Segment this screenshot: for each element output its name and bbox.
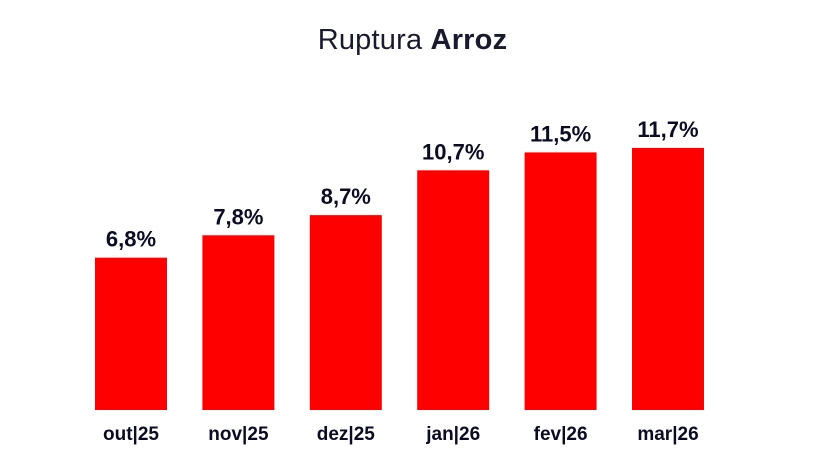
chart-title: Ruptura Arroz bbox=[0, 24, 825, 57]
data-label: 11,7% bbox=[637, 117, 698, 142]
chart-title-emphasis: Arroz bbox=[430, 24, 508, 56]
data-label: 8,7% bbox=[321, 184, 371, 209]
bar-nov-25 bbox=[202, 235, 275, 410]
bar-fev-26 bbox=[524, 152, 597, 410]
data-label: 7,8% bbox=[213, 204, 263, 229]
data-label: 6,8% bbox=[106, 227, 156, 252]
category-label: dez|25 bbox=[317, 424, 376, 445]
data-label: 10,7% bbox=[422, 139, 484, 164]
data-label: 11,5% bbox=[530, 121, 591, 146]
bar-mar-26 bbox=[632, 147, 704, 411]
bar-jan-26 bbox=[417, 170, 490, 410]
category-label: mar|26 bbox=[637, 424, 698, 445]
category-label: jan|26 bbox=[425, 424, 480, 445]
category-label: nov|25 bbox=[208, 424, 269, 445]
category-label: out|25 bbox=[103, 424, 159, 445]
category-label: fev|26 bbox=[534, 424, 588, 445]
chart-title-prefix: Ruptura bbox=[317, 24, 423, 56]
bar-out-25 bbox=[95, 257, 167, 410]
bar-dez-25 bbox=[309, 215, 382, 410]
